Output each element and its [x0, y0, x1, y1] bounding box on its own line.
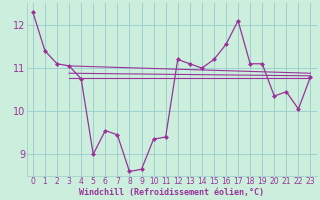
X-axis label: Windchill (Refroidissement éolien,°C): Windchill (Refroidissement éolien,°C) [79, 188, 264, 197]
